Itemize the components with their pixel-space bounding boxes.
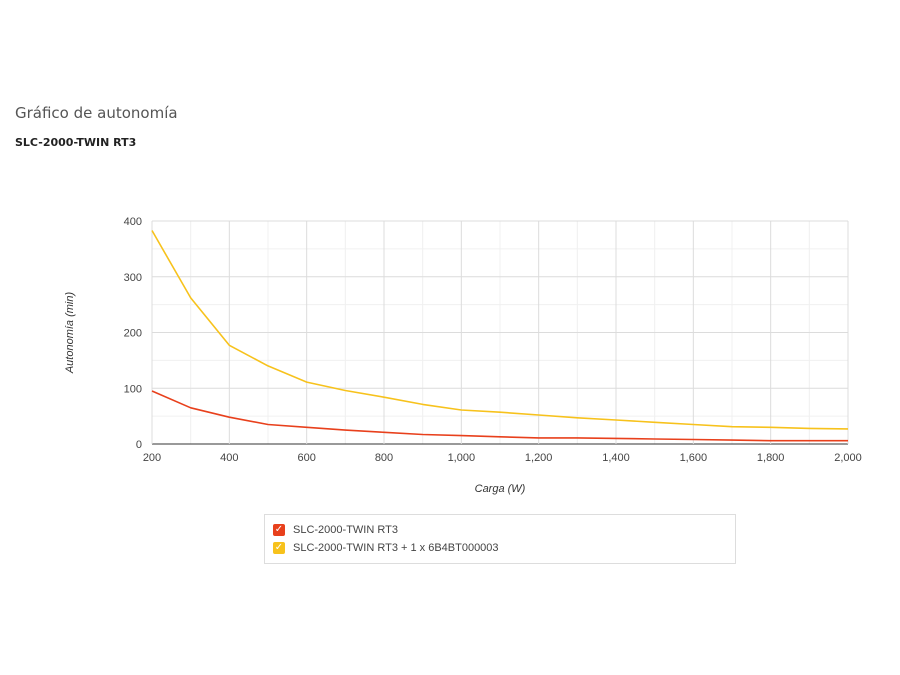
x-tick-label: 400 — [220, 452, 238, 464]
page-title: Gráfico de autonomía — [15, 104, 178, 122]
checkbox-checked-icon[interactable]: ✓ — [273, 542, 285, 554]
y-tick-label: 0 — [136, 439, 142, 451]
checkbox-checked-icon[interactable]: ✓ — [273, 524, 285, 536]
y-tick-label: 300 — [124, 272, 142, 284]
autonomy-line-chart: 0 100 200 300 400 200 400 600 800 1,000 1,200 1,400… — [64, 216, 862, 495]
chart-container: 0 100 200 300 400 200 400 600 800 1,000 1,200 1,400… — [0, 200, 900, 510]
series-line-2 — [151, 230, 849, 430]
x-tick-label: 800 — [375, 452, 393, 464]
chart-legend: ✓ SLC-2000-TWIN RT3 ✓ SLC-2000-TWIN RT3 … — [264, 514, 736, 564]
legend-item-series-1[interactable]: ✓ SLC-2000-TWIN RT3 — [273, 521, 727, 539]
x-tick-label: 200 — [143, 452, 161, 464]
x-tick-label: 1,000 — [448, 452, 476, 464]
legend-label: SLC-2000-TWIN RT3 + 1 x 6B4BT000003 — [293, 542, 499, 554]
series-line-1 — [151, 390, 848, 442]
chart-subtitle: SLC-2000-TWIN RT3 — [15, 136, 137, 149]
y-tick-label: 400 — [124, 216, 142, 228]
x-tick-label: 2,000 — [834, 452, 862, 464]
x-tick-label: 1,200 — [525, 452, 553, 464]
x-axis-title: Carga (W) — [475, 483, 526, 495]
x-tick-label: 1,600 — [680, 452, 708, 464]
y-tick-label: 200 — [124, 328, 142, 340]
x-tick-label: 1,800 — [757, 452, 785, 464]
y-axis-title: Autonomía (min) — [64, 292, 76, 375]
legend-label: SLC-2000-TWIN RT3 — [293, 524, 398, 536]
x-tick-label: 600 — [297, 452, 315, 464]
y-tick-label: 100 — [124, 383, 142, 395]
legend-item-series-2[interactable]: ✓ SLC-2000-TWIN RT3 + 1 x 6B4BT000003 — [273, 539, 727, 557]
x-tick-label: 1,400 — [602, 452, 630, 464]
